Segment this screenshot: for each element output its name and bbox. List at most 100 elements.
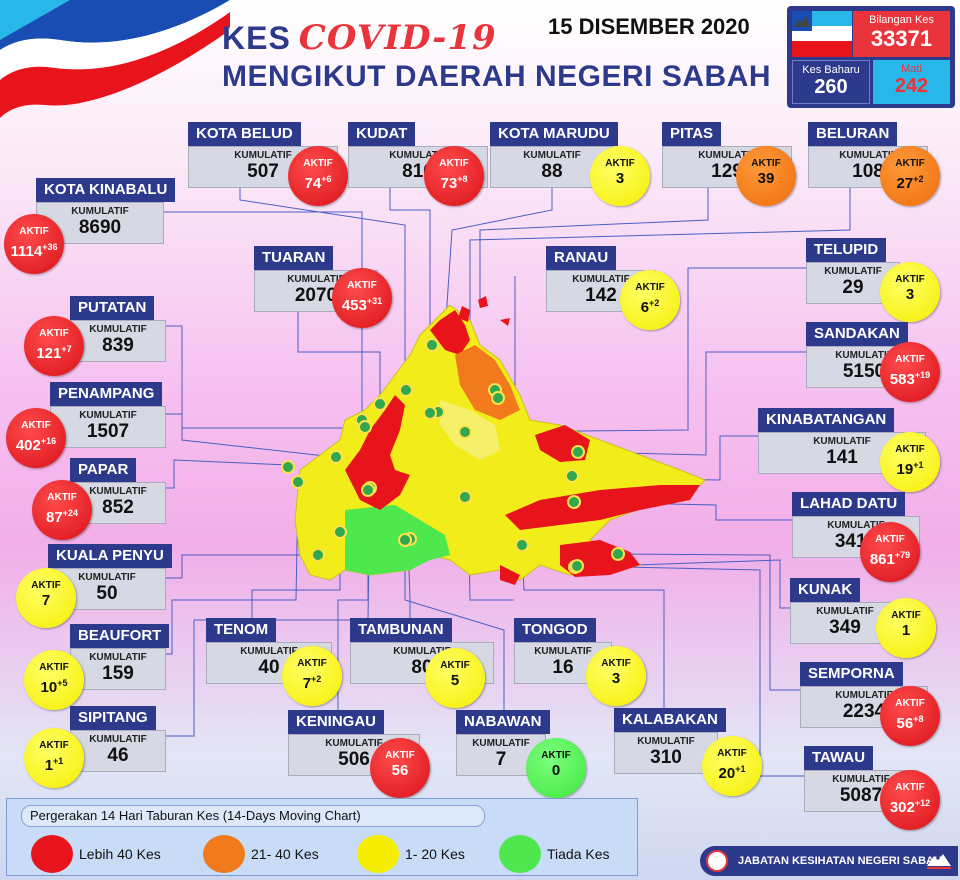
active-new-count: +1 — [53, 756, 64, 766]
active-count: 453 — [341, 297, 367, 314]
connector-kota-kinabalu — [164, 211, 363, 420]
cumulative-value: 142 — [585, 285, 617, 306]
marker-tongod — [458, 490, 472, 504]
connector-putatan — [166, 325, 362, 429]
active-count: 1 — [901, 622, 911, 639]
district-name: TENOM — [206, 618, 277, 642]
active-value: 861+79 — [860, 545, 920, 570]
cumulative-label: KUMULATIF — [393, 646, 451, 657]
marker-kota-belud — [399, 383, 413, 397]
cumulative-value: 5150 — [842, 361, 886, 382]
district-markers — [281, 338, 625, 574]
map-region-red-westcoast — [345, 395, 410, 510]
cumulative-label: KUMULATIF — [572, 274, 630, 285]
active-value: 74+6 — [288, 169, 348, 194]
cumulative-label: KUMULATIF — [637, 736, 695, 747]
active-label: AKTIF — [19, 226, 49, 237]
active-badge-pitas: AKTIF 39 — [736, 146, 796, 206]
marker-tuaran — [373, 397, 387, 411]
marker-telupid — [458, 425, 472, 439]
active-value: 73+8 — [424, 169, 484, 194]
marker-nabawan — [398, 533, 412, 547]
active-count: 19 — [896, 461, 914, 478]
cumulative-label: KUMULATIF — [389, 150, 447, 161]
cumulative-value: 50 — [96, 583, 118, 604]
active-new-count: +79 — [894, 550, 911, 560]
connector-sandakan — [579, 351, 806, 456]
district-name: PAPAR — [70, 458, 137, 482]
map-region-green — [345, 505, 450, 575]
legend-label: Lebih 40 Kes — [79, 846, 161, 862]
active-label: AKTIF — [751, 158, 781, 169]
cumulative-label: KUMULATIF — [839, 150, 897, 161]
active-label: AKTIF — [21, 420, 51, 431]
cumulative-label: KUMULATIF — [534, 646, 592, 657]
active-count: 583 — [889, 371, 915, 388]
cumulative-label: KUMULATIF — [824, 266, 882, 277]
cumulative-label: KUMULATIF — [234, 150, 292, 161]
active-new-count: +19 — [914, 370, 931, 380]
active-label: AKTIF — [891, 610, 921, 621]
active-badge-putatan: AKTIF 121+7 — [24, 316, 84, 376]
district-name: KOTA BELUD — [188, 122, 301, 146]
district-name: TELUPID — [806, 238, 887, 262]
active-count: 7 — [302, 675, 312, 692]
cumulative-value: 88 — [541, 161, 563, 182]
active-count: 402 — [15, 437, 41, 454]
active-count: 3 — [905, 286, 915, 303]
cumulative-label: KUMULATIF — [816, 606, 874, 617]
active-count: 3 — [611, 670, 621, 687]
ministry-logo-icon — [706, 850, 728, 872]
active-label: AKTIF — [875, 534, 905, 545]
active-value: 583+19 — [880, 365, 940, 390]
cumulative-value: 7 — [495, 749, 507, 770]
total-cases-value: 33371 — [870, 26, 933, 51]
district-name: RANAU — [546, 246, 617, 270]
cumulative-label: KUMULATIF — [89, 734, 147, 745]
connector-pitas — [479, 188, 709, 300]
cumulative-label: KUMULATIF — [325, 738, 383, 749]
map-shape — [294, 296, 706, 585]
active-new-count: +2 — [311, 674, 322, 684]
district-name: TAMBUNAN — [350, 618, 452, 642]
active-label: AKTIF — [31, 580, 61, 591]
district-name: TAWAU — [804, 746, 874, 770]
district-name: KENINGAU — [288, 710, 385, 734]
district-name: SIPITANG — [70, 706, 156, 730]
active-count: 1 — [44, 757, 54, 774]
cumulative-label: KUMULATIF — [71, 206, 129, 217]
marker-semporna — [611, 547, 625, 561]
district-name: SANDAKAN — [806, 322, 908, 346]
marker-lahad-datu — [567, 495, 581, 509]
active-count: 74 — [304, 175, 322, 192]
active-new-count: +7 — [61, 344, 72, 354]
legend-dot-orange — [203, 835, 245, 873]
active-value: 453+31 — [332, 291, 392, 316]
page-title-line2: MENGIKUT DAERAH NEGERI SABAH — [222, 60, 772, 93]
cumulative-value: 108 — [852, 161, 884, 182]
marker-kalabakan — [515, 538, 529, 552]
active-new-count: +8 — [457, 174, 468, 184]
sabah-flag-icon — [792, 11, 852, 57]
active-new-count: +5 — [57, 678, 68, 688]
connector-beluran — [469, 188, 851, 350]
cumulative-value: 129 — [711, 161, 743, 182]
cumulative-value: 8690 — [78, 217, 122, 238]
marker-beluran — [491, 391, 505, 405]
cumulative-value: 159 — [102, 663, 134, 684]
active-label: AKTIF — [385, 750, 415, 761]
active-label: AKTIF — [303, 158, 333, 169]
district-name: SEMPORNA — [800, 662, 903, 686]
cumulative-value: 506 — [338, 749, 370, 770]
cumulative-label: KUMULATIF — [832, 774, 890, 785]
active-badge-kota-kinabalu: AKTIF 1114+36 — [4, 214, 64, 274]
deaths-value: 242 — [894, 75, 929, 97]
connector-kunak — [576, 559, 790, 609]
active-new-count: +36 — [42, 242, 58, 252]
cumulative-value: 507 — [247, 161, 279, 182]
cumulative-box: KUMULATIF 159 — [70, 648, 166, 690]
marker-kudat — [425, 338, 439, 352]
total-cases-label: Bilangan Kes — [869, 14, 934, 26]
district-name: PUTATAN — [70, 296, 155, 320]
active-badge-sipitang: AKTIF 1+1 — [24, 728, 84, 788]
